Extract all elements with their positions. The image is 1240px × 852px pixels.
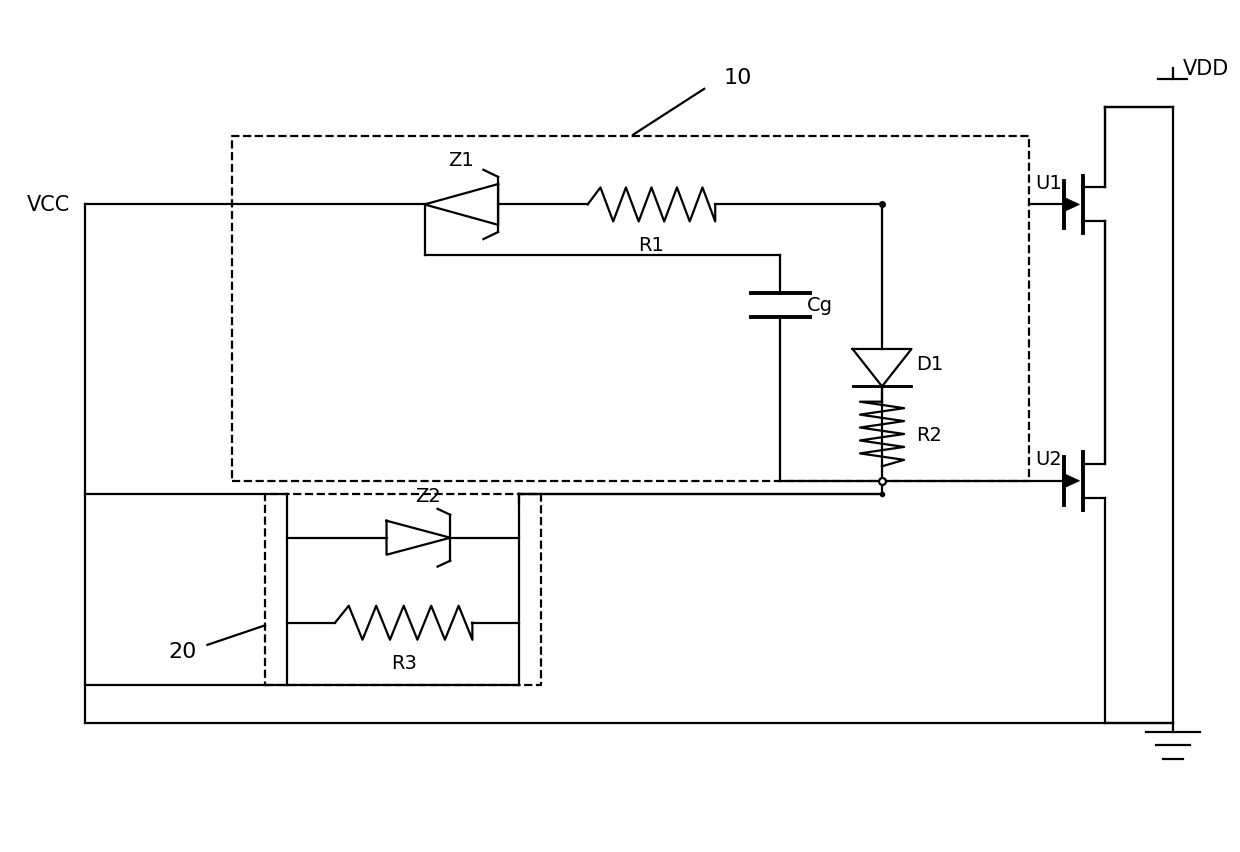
Text: D1: D1 (916, 354, 944, 373)
Text: 10: 10 (723, 68, 751, 88)
Text: U2: U2 (1035, 450, 1063, 469)
Polygon shape (1065, 475, 1080, 488)
Text: U1: U1 (1035, 174, 1063, 193)
Text: Z2: Z2 (415, 486, 441, 506)
Text: R3: R3 (391, 653, 417, 672)
Text: VDD: VDD (1183, 60, 1229, 79)
Text: 20: 20 (169, 641, 197, 661)
Text: Cg: Cg (807, 296, 833, 315)
Text: VCC: VCC (27, 195, 71, 216)
Text: R1: R1 (639, 236, 665, 255)
Text: R2: R2 (916, 425, 942, 444)
Polygon shape (1065, 199, 1080, 212)
Text: Z1: Z1 (449, 151, 474, 170)
